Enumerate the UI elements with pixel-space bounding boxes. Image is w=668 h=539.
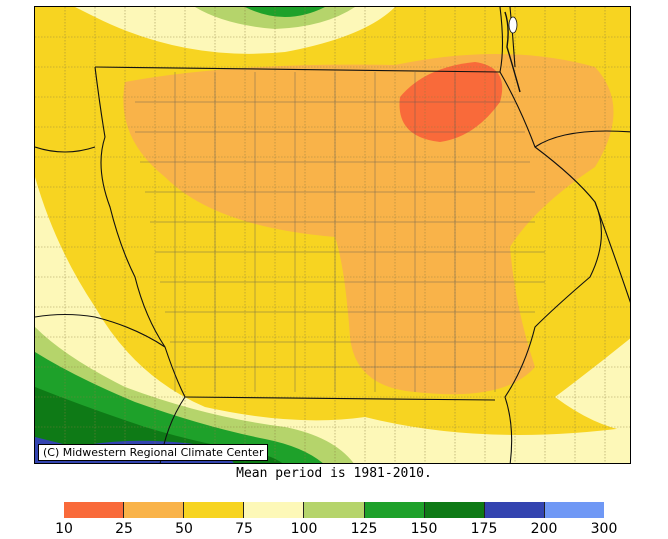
zone-75-100-east bbox=[555, 338, 630, 432]
mean-period-caption: Mean period is 1981-2010. bbox=[236, 466, 432, 481]
legend-label: 175 bbox=[470, 521, 498, 537]
legend-swatch-50-75 bbox=[184, 502, 245, 518]
lake bbox=[508, 16, 518, 34]
legend-swatch-125-150 bbox=[364, 502, 425, 518]
legend-swatch-175-200 bbox=[484, 502, 545, 518]
copyright-notice: (C) Midwestern Regional Climate Center bbox=[38, 444, 269, 461]
zone-25-50 bbox=[123, 53, 614, 395]
legend-label: 200 bbox=[530, 521, 558, 537]
state-boundaries bbox=[35, 7, 630, 463]
legend-label: 50 bbox=[175, 521, 193, 537]
county-grid bbox=[35, 7, 630, 463]
legend-swatch-75-100 bbox=[244, 502, 305, 518]
legend-swatch-100-125 bbox=[304, 502, 365, 518]
legend-swatch-25-50 bbox=[124, 502, 185, 518]
legend-swatch-200-300 bbox=[544, 502, 604, 518]
legend-label: 25 bbox=[115, 521, 133, 537]
color-legend bbox=[64, 502, 604, 518]
legend-labels: 10 25 50 75 100 125 150 175 200 300 bbox=[55, 521, 617, 537]
iowa-county-grid bbox=[135, 72, 545, 392]
legend-swatch-150-175 bbox=[424, 502, 485, 518]
legend-swatch-10-25 bbox=[64, 502, 125, 518]
river bbox=[504, 11, 521, 93]
legend-label: 75 bbox=[235, 521, 253, 537]
legend-label: 125 bbox=[350, 521, 378, 537]
zone-100-125-north bbox=[195, 7, 355, 29]
legend-label: 100 bbox=[290, 521, 318, 537]
legend-label: 10 bbox=[55, 521, 73, 537]
climate-map bbox=[35, 7, 630, 463]
legend-label: 300 bbox=[590, 521, 618, 537]
map-frame: (C) Midwestern Regional Climate Center bbox=[34, 6, 631, 464]
legend-label: 150 bbox=[410, 521, 438, 537]
